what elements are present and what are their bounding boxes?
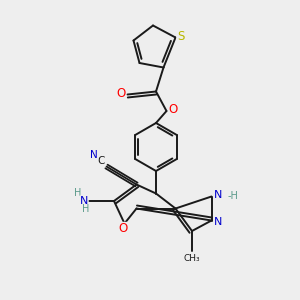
Text: H: H [74,188,81,199]
Text: O: O [169,103,178,116]
Text: -H: -H [228,191,239,201]
Text: CH₃: CH₃ [184,254,200,263]
Text: O: O [118,222,127,236]
Text: O: O [116,87,125,101]
Text: N: N [90,150,98,160]
Text: H: H [82,204,89,214]
Text: C: C [98,156,105,167]
Text: N: N [214,217,222,227]
Text: N: N [80,196,88,206]
Text: S: S [177,29,184,43]
Text: N: N [214,190,222,200]
